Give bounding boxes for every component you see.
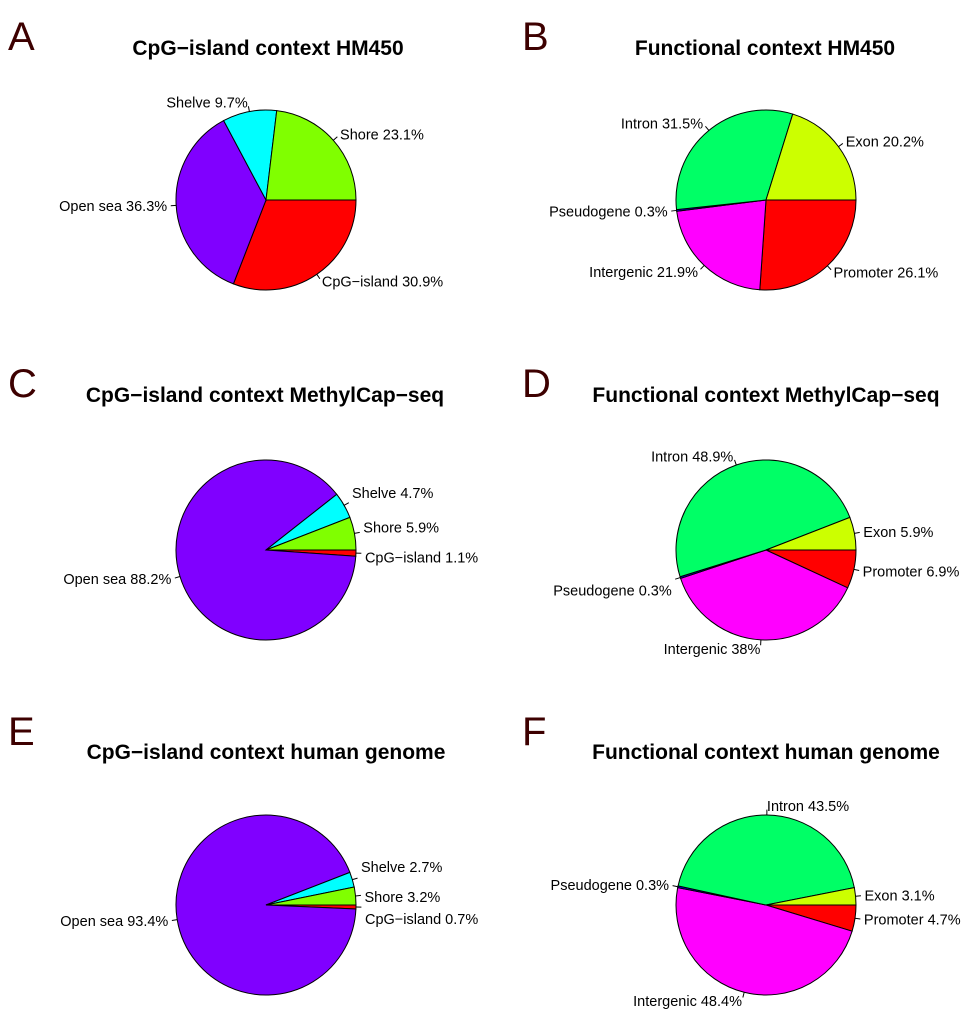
label-leader-line — [355, 894, 361, 897]
slice-label-promoter: Promoter 4.7% — [864, 913, 961, 929]
slice-label-pseudogene: Pseudogene 0.3% — [549, 204, 668, 220]
panel-b: B Functional context HM450 Promoter 26.1… — [522, 15, 939, 291]
panel-title-d: Functional context MethylCap−seq — [592, 384, 939, 407]
slice-label-shore: Shore 3.2% — [365, 890, 441, 906]
panel-letter-d: D — [522, 362, 551, 406]
pie-slice-intergenic — [675, 886, 853, 996]
label-leader-line — [675, 577, 681, 580]
slice-label-pseudogene: Pseudogene 0.3% — [551, 878, 670, 894]
slice-label-open-sea: Open sea 93.4% — [60, 914, 168, 930]
pie-slice-cpg-island — [232, 199, 357, 291]
slice-label-promoter: Promoter 6.9% — [863, 564, 960, 580]
panel-title-b: Functional context HM450 — [635, 37, 895, 60]
slice-label-shore: Shore 5.9% — [363, 521, 439, 537]
label-leader-line — [352, 877, 358, 881]
slice-label-exon: Exon 20.2% — [846, 134, 924, 150]
pie-a: CpG−island 30.9% Open sea 36.3% Shelve 9.7… — [59, 96, 443, 291]
label-leader-line — [332, 136, 338, 141]
panel-a: A CpG−island context HM450 CpG−island 30… — [8, 15, 443, 291]
pie-slice-intergenic — [679, 549, 849, 641]
label-leader-line — [734, 459, 737, 466]
label-leader-line — [343, 502, 350, 506]
label-leader-line — [705, 125, 710, 131]
label-leader-line — [855, 895, 861, 897]
slice-label-cpg-island: CpG−island 1.1% — [365, 550, 478, 566]
panel-title-c: CpG−island context MethylCap−seq — [86, 384, 444, 407]
label-leader-line — [171, 919, 178, 922]
panel-title-e: CpG−island context human genome — [87, 741, 446, 764]
slice-label-intergenic: Intergenic 48.4% — [633, 994, 742, 1009]
slice-label-intergenic: Intergenic 21.9% — [589, 265, 698, 281]
slice-label-shelve: Shelve 4.7% — [352, 486, 434, 502]
slice-label-open-sea: Open sea 88.2% — [63, 572, 171, 588]
pie-slice-shore — [265, 516, 357, 551]
slice-label-intron: Intron 43.5% — [767, 799, 849, 815]
slice-label-exon: Exon 3.1% — [865, 888, 935, 904]
panel-letter-b: B — [522, 15, 549, 59]
label-leader-line — [671, 209, 677, 212]
pie-slice-exon — [765, 516, 857, 551]
pie-d: Promoter 6.9% Intergenic 38% Pseudogene 0.… — [553, 450, 959, 658]
slice-label-shelve: Shelve 2.7% — [361, 860, 443, 876]
label-leader-line — [853, 568, 860, 572]
label-leader-line — [700, 265, 705, 270]
label-leader-line — [316, 273, 321, 280]
panel-title-f: Functional context human genome — [592, 741, 940, 764]
panel-e: E CpG−island context human genome CpG−is… — [8, 710, 478, 996]
pie-b: Promoter 26.1% Intergenic 21.9% Pseudogene… — [549, 109, 939, 291]
pie-c: CpG−island 1.1% Open sea 88.2% Shelve 4.7%… — [63, 459, 478, 641]
pie-slice-exon — [765, 113, 857, 201]
slice-label-pseudogene: Pseudogene 0.3% — [553, 583, 672, 599]
panel-title-a: CpG−island context HM450 — [132, 37, 403, 60]
panel-letter-a: A — [8, 15, 35, 59]
slice-label-cpg-island: CpG−island 30.9% — [322, 275, 443, 291]
pie-slice-intron — [677, 814, 855, 906]
slice-label-open-sea: Open sea 36.3% — [59, 199, 167, 215]
slice-label-intron: Intron 31.5% — [621, 117, 703, 133]
slice-label-intergenic: Intergenic 38% — [664, 642, 761, 658]
panel-letter-f: F — [522, 710, 546, 754]
pie-slice-shore — [265, 110, 357, 201]
label-leader-line — [174, 576, 181, 579]
slice-label-cpg-island: CpG−island 0.7% — [365, 912, 478, 928]
panel-d: D Functional context MethylCap−seq Promo… — [522, 362, 959, 658]
panel-letter-c: C — [8, 362, 37, 406]
pie-slice-intron — [675, 109, 794, 211]
pie-f: Promoter 4.7% Intergenic 48.4% Pseudogene … — [551, 799, 961, 1009]
slice-label-exon: Exon 5.9% — [863, 525, 933, 541]
label-leader-line — [742, 992, 745, 998]
slice-label-promoter: Promoter 26.1% — [834, 265, 939, 281]
pie-slice-shore — [265, 886, 357, 906]
slice-label-shore: Shore 23.1% — [340, 127, 424, 143]
pie-slice-promoter — [759, 199, 857, 291]
label-leader-line — [247, 106, 250, 112]
label-leader-line — [672, 885, 678, 888]
slice-label-shelve: Shelve 9.7% — [166, 96, 248, 112]
label-leader-line — [354, 531, 360, 534]
pie-e: CpG−island 0.7% Open sea 93.4% Shelve 2.7%… — [60, 814, 478, 996]
label-leader-line — [838, 143, 844, 148]
slice-label-intron: Intron 48.9% — [651, 450, 733, 466]
pie-slice-intron — [675, 459, 851, 578]
label-leader-line — [827, 265, 832, 271]
label-leader-line — [854, 917, 861, 920]
panel-c: C CpG−island context MethylCap−seq CpG−i… — [8, 362, 478, 641]
panel-letter-e: E — [8, 710, 35, 754]
label-leader-line — [854, 531, 860, 534]
panel-f: F Functional context human genome Promot… — [522, 710, 961, 1009]
